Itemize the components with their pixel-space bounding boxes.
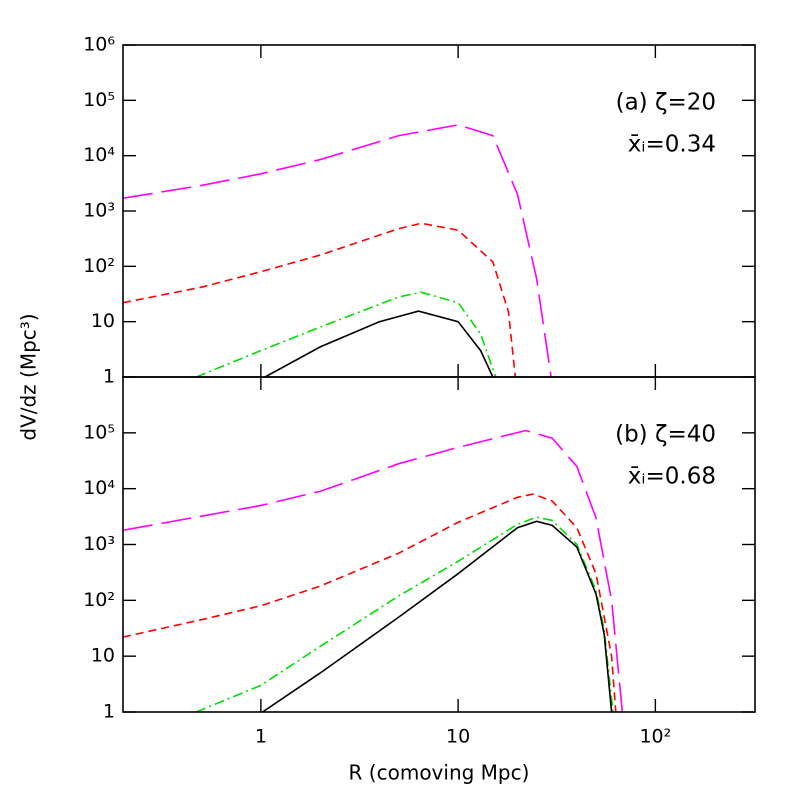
curve xyxy=(123,429,624,712)
curve xyxy=(195,291,497,377)
x-tick-label: 1 xyxy=(255,726,267,748)
curve xyxy=(264,310,494,377)
y-tick-label: 1 xyxy=(103,701,115,723)
y-tick-label: 10² xyxy=(83,255,115,277)
y-tick-label: 10⁴ xyxy=(83,144,115,166)
annotation: x̄ᵢ=0.68 xyxy=(628,464,716,490)
annotation: (b) ζ=40 xyxy=(615,422,716,448)
curve xyxy=(123,222,517,377)
y-tick-label: 10³ xyxy=(83,533,115,555)
y-tick-label: 10² xyxy=(83,589,115,611)
y-tick-label: 10⁵ xyxy=(83,89,115,111)
y-tick-label: 10 xyxy=(91,645,115,667)
curve xyxy=(123,124,552,377)
y-tick-label: 10⁴ xyxy=(83,477,115,499)
x-tick-label: 10² xyxy=(639,726,671,748)
annotation: x̄ᵢ=0.34 xyxy=(628,132,716,158)
x-axis-label: R (comoving Mpc) xyxy=(349,761,530,785)
y-tick-label: 10⁵ xyxy=(83,421,115,443)
y-tick-label: 10 xyxy=(91,310,115,332)
curve xyxy=(123,493,617,712)
y-axis-label: dV/dz (Mpc³) xyxy=(17,313,41,440)
y-tick-label: 10³ xyxy=(83,200,115,222)
curve xyxy=(195,516,614,712)
curve xyxy=(262,520,613,712)
annotation: (a) ζ=20 xyxy=(616,90,716,116)
x-tick-label: 10 xyxy=(446,726,470,748)
y-tick-label: 10⁶ xyxy=(83,34,115,56)
y-tick-label: 1 xyxy=(103,366,115,388)
